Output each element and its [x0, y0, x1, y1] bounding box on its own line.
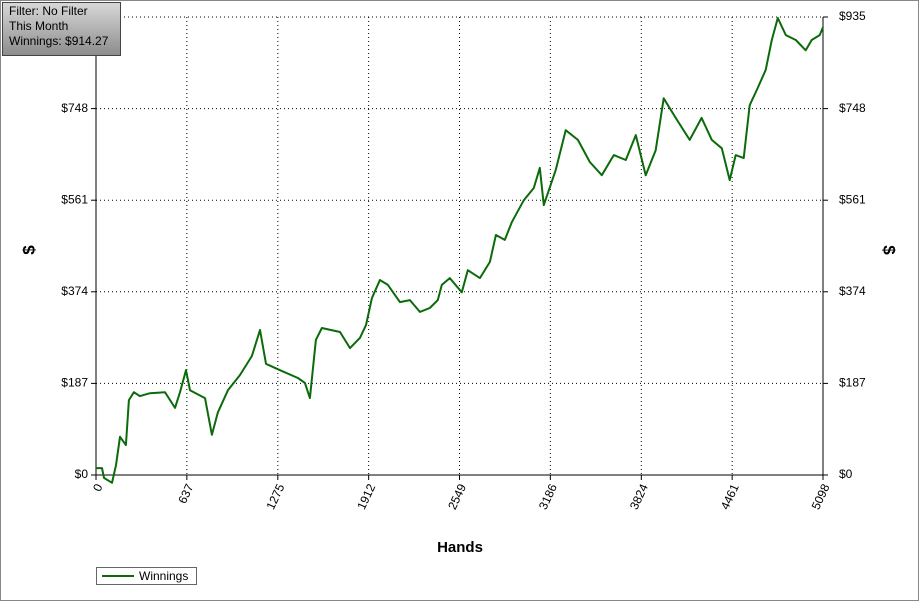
- y2-tick-label: $0: [839, 467, 853, 481]
- y-axis-label: $: [19, 245, 38, 255]
- y-tick-label: $748: [61, 101, 88, 115]
- y-tick-label: $374: [61, 284, 88, 298]
- y-tick-label: $0: [75, 467, 89, 481]
- y2-tick-label: $561: [839, 192, 866, 206]
- info-text: Filter: No Filter: [9, 4, 88, 18]
- y2-tick-label: $187: [839, 376, 866, 390]
- legend: [96, 567, 197, 585]
- info-text: This Month: [9, 19, 68, 33]
- info-text: Winnings: $914.27: [9, 34, 109, 48]
- y2-tick-label: $374: [839, 284, 866, 298]
- winnings-line: [96, 17, 824, 484]
- y2-tick-label: $748: [839, 101, 866, 115]
- y2-tick-label: $935: [839, 9, 866, 23]
- info-background: [2, 2, 121, 56]
- info-box: Filter: No Filter This Month Winnings: $…: [2, 2, 121, 56]
- x-axis-label: Hands: [437, 539, 483, 556]
- y-tick-label: $561: [61, 192, 88, 206]
- legend-label: Winnings: [139, 569, 188, 583]
- y2-axis-label: $: [880, 245, 899, 255]
- y-tick-label: $187: [61, 376, 88, 390]
